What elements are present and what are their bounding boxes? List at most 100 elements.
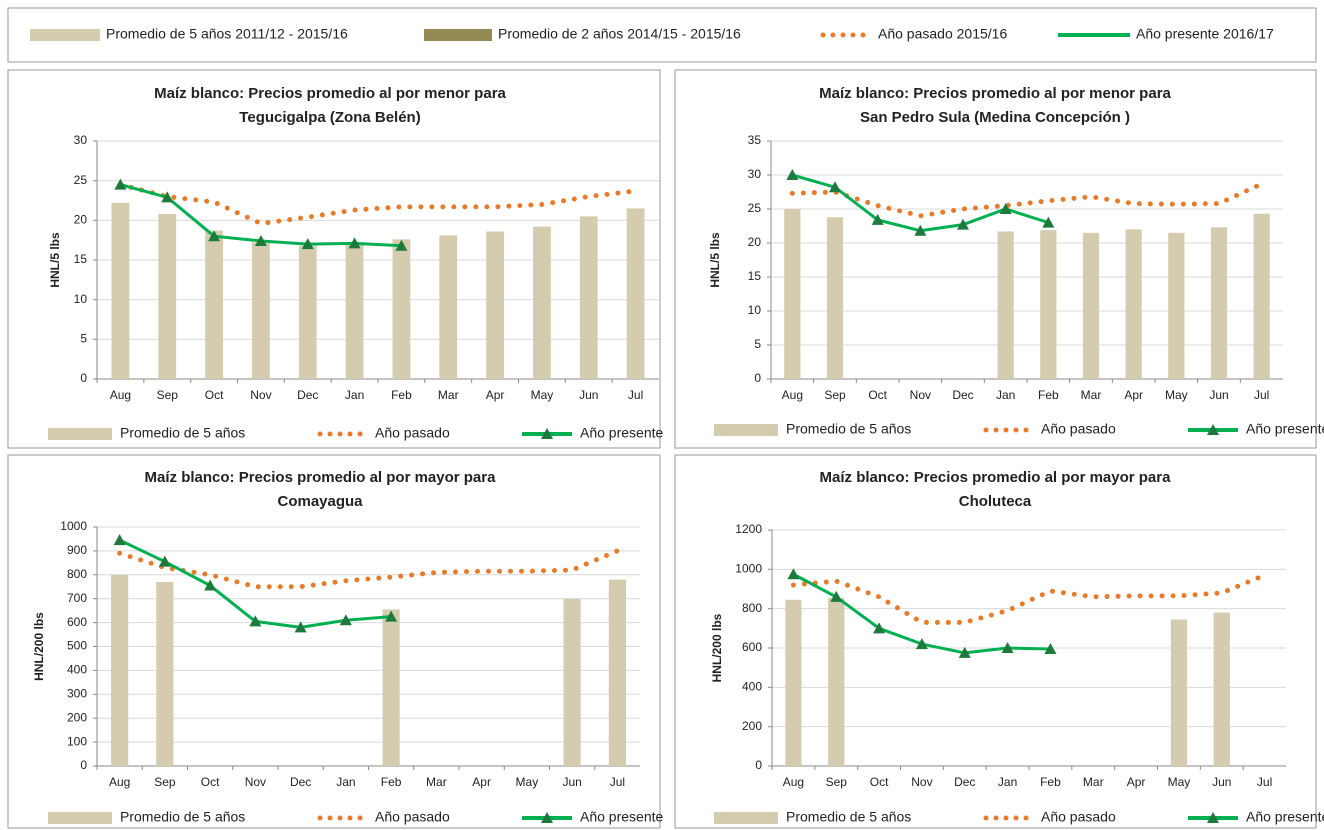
y-tick-label: 30 [74,133,88,147]
y-tick-label: 25 [74,173,88,187]
x-tick-label: Jan [998,775,1017,789]
y-tick-label: 20 [748,235,762,249]
x-tick-label: Oct [205,388,224,402]
x-tick-label: Jan [345,388,364,402]
bar [252,242,270,379]
y-tick-label: 30 [748,167,762,181]
x-tick-label: May [1168,775,1191,789]
marker [1044,642,1057,654]
legend-label: Año pasado [375,425,450,441]
x-tick-label: Apr [1124,388,1143,402]
x-tick-label: Feb [391,388,412,402]
legend-symbol [424,29,492,41]
marker [204,579,217,591]
legend-label: Año pasado [375,809,450,825]
y-tick-label: 500 [67,639,87,653]
x-tick-label: Jun [579,388,598,402]
x-tick-label: Aug [109,775,130,789]
x-tick-label: Dec [954,775,975,789]
marker [957,218,969,230]
x-tick-label: Mar [426,775,447,789]
legend-label: Promedio de 5 años [786,809,911,825]
bar [392,239,411,379]
bar [1168,232,1185,379]
y-tick-label: 20 [74,213,88,227]
marker [1042,216,1055,228]
x-tick-label: Oct [201,775,220,789]
x-tick-label: Jul [610,775,625,789]
bar [1125,229,1142,379]
bar [785,599,802,766]
x-tick-label: Nov [250,388,271,402]
bar [1170,619,1188,766]
bar [826,217,844,379]
marker [1001,642,1014,653]
chart-title: San Pedro Sula (Medina Concepción ) [860,109,1130,126]
y-tick-label: 10 [748,303,762,317]
x-tick-label: May [1165,388,1188,402]
x-tick-label: May [516,775,539,789]
x-tick-label: Apr [1127,775,1146,789]
y-axis-label: HNL/200 lbs [710,613,724,682]
x-tick-label: Feb [381,775,402,789]
y-tick-label: 5 [754,337,761,351]
chart-title: Maíz blanco: Precios promedio al por men… [819,85,1171,102]
bar [205,230,223,379]
x-tick-label: Sep [826,775,848,789]
x-tick-label: Jul [1254,388,1269,402]
chart-title: Maíz blanco: Precios promedio al por may… [145,469,497,486]
marker [830,590,843,602]
x-tick-label: Oct [870,775,889,789]
panel [7,69,661,449]
y-tick-label: 100 [67,734,87,748]
bar [156,581,174,766]
legend-label: Año pasado 2015/16 [878,26,1007,42]
x-tick-label: Dec [952,388,973,402]
legend-symbol [714,424,778,436]
y-tick-label: 400 [67,663,87,677]
x-tick-label: Jan [336,775,355,789]
marker [395,239,408,251]
legend-label: Año presente [580,425,663,441]
y-tick-label: 300 [67,686,87,700]
bar [345,242,364,379]
bar [1040,230,1057,379]
bar [111,574,129,766]
dotted-line [789,181,1265,219]
chart-title: Tegucigalpa (Zona Belén) [239,109,420,126]
bar [1253,213,1270,379]
x-tick-label: Sep [154,775,176,789]
legend-label: Promedio de 5 años 2011/12 - 2015/16 [106,26,348,42]
x-tick-label: May [531,388,554,402]
y-tick-label: 400 [742,680,762,694]
y-tick-label: 700 [67,591,87,605]
y-tick-label: 200 [67,710,87,724]
bar [828,597,845,766]
legend-label: Año presente [580,809,663,825]
y-tick-label: 0 [80,371,87,385]
bar [111,202,130,379]
marker [999,203,1012,214]
y-tick-label: 1000 [735,562,762,576]
legend-symbol [541,428,553,439]
marker [114,178,127,190]
bar [563,598,581,766]
marker [294,621,307,633]
x-tick-label: Mar [438,388,459,402]
x-tick-label: Aug [110,388,131,402]
y-tick-label: 10 [74,292,88,306]
bar [784,209,801,379]
x-tick-label: Feb [1038,388,1059,402]
y-tick-label: 1200 [735,522,762,536]
marker [958,646,971,658]
x-tick-label: Sep [157,388,179,402]
chart-title: Maíz blanco: Precios promedio al por men… [154,85,506,102]
y-tick-label: 200 [742,719,762,733]
x-tick-label: Jun [1212,775,1231,789]
bar [1082,232,1100,379]
x-tick-label: Jul [1257,775,1272,789]
y-axis-label: HNL/5 lbs [708,232,722,288]
marker [787,568,800,580]
legend-symbol [30,29,100,41]
